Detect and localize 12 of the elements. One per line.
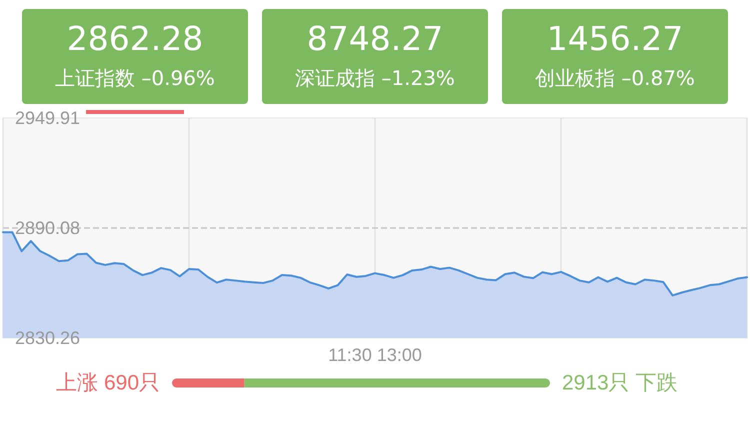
- text: 1456.27: [546, 19, 684, 59]
- y-tick-label: 2890.08: [15, 218, 80, 238]
- text: 创业板指 –0.87%: [534, 65, 696, 91]
- text: 深证成指 –1.23%: [294, 65, 456, 91]
- y-tick-label: 2830.26: [15, 328, 80, 348]
- data-label: 2913只 下跌: [562, 372, 678, 394]
- text: 2862.28: [66, 19, 204, 59]
- text: 上证指数 –0.96%: [54, 65, 216, 91]
- x-tick-label: 11:30 13:00: [328, 345, 422, 365]
- y-tick-label: 2949.91: [15, 108, 80, 128]
- text: 8748.27: [306, 19, 444, 59]
- data-label: 上涨 690只: [56, 372, 160, 394]
